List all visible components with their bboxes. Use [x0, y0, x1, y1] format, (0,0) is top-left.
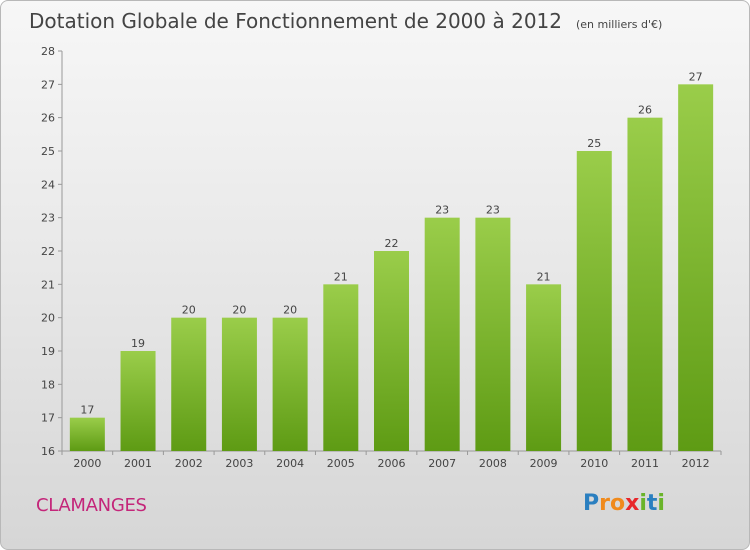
y-tick-label: 16 [41, 445, 55, 458]
bar-value-label: 20 [232, 304, 246, 317]
bar [678, 84, 714, 451]
bar-value-label: 17 [80, 404, 94, 417]
bar [374, 251, 409, 451]
logo-letter: i [639, 491, 647, 516]
bar [323, 284, 359, 451]
y-tick-label: 20 [41, 312, 55, 325]
data-labels: 17 19 20 20 20 21 22 23 23 21 25 26 27 [80, 70, 702, 416]
bar [171, 317, 207, 451]
y-tick-label: 28 [41, 45, 55, 58]
bar-value-label: 22 [385, 237, 399, 250]
bar-value-label: 27 [689, 70, 703, 83]
x-tick-label: 2008 [479, 457, 507, 470]
logo-letter: i [657, 491, 665, 516]
x-tick-label: 2007 [428, 457, 456, 470]
bar-value-label: 21 [334, 270, 348, 283]
bar [272, 317, 308, 451]
bar-value-label: 20 [182, 304, 196, 317]
chart-unit: (en milliers d'€) [576, 18, 663, 31]
axes: 16 17 18 19 20 21 22 23 24 25 26 27 28 2000 2001 2002 20… [41, 45, 722, 470]
x-tick-label: 2004 [276, 457, 304, 470]
x-tick-label: 2009 [530, 457, 558, 470]
y-tick-label: 27 [41, 78, 55, 91]
bar [576, 151, 612, 451]
y-tick-label: 25 [41, 145, 55, 158]
y-tick-label: 18 [41, 378, 55, 391]
bar [424, 217, 460, 451]
logo-letter: r [599, 491, 610, 516]
bar [120, 351, 156, 451]
y-tick-label: 26 [41, 112, 55, 125]
x-tick-label: 2000 [73, 457, 101, 470]
y-tick-label: 23 [41, 212, 55, 225]
bar-value-label: 21 [537, 270, 551, 283]
y-tick-label: 24 [41, 178, 55, 191]
bar [69, 417, 105, 451]
logo-letter: o [609, 491, 626, 516]
commune-name: CLAMANGES [36, 495, 147, 516]
bar-value-label: 26 [638, 104, 652, 117]
bar [526, 284, 562, 451]
bar-value-label: 19 [131, 337, 145, 350]
x-tick-label: 2006 [378, 457, 406, 470]
x-tick-label: 2011 [631, 457, 659, 470]
y-tick-label: 17 [41, 412, 55, 425]
x-tick-label: 2002 [175, 457, 203, 470]
y-tick-label: 19 [41, 345, 55, 358]
logo-letter: t [646, 491, 658, 516]
title-row: Dotation Globale de Fonctionnement de 20… [29, 9, 662, 33]
bar-value-label: 23 [486, 204, 500, 217]
chart-title: Dotation Globale de Fonctionnement de 20… [29, 9, 562, 33]
bars [69, 84, 714, 452]
bar-value-label: 20 [283, 304, 297, 317]
bar-value-label: 23 [435, 204, 449, 217]
proxiti-logo: Proxiti [583, 491, 665, 516]
y-tick-label: 21 [41, 278, 55, 291]
logo-letter: P [583, 491, 600, 516]
y-tick-label: 22 [41, 245, 55, 258]
x-tick-label: 2012 [682, 457, 710, 470]
bar [475, 217, 511, 451]
bar [627, 117, 663, 452]
bar-value-label: 25 [587, 137, 601, 150]
bar [221, 317, 257, 451]
x-tick-label: 2001 [124, 457, 152, 470]
x-tick-label: 2010 [580, 457, 608, 470]
x-tick-label: 2005 [327, 457, 355, 470]
x-tick-label: 2003 [225, 457, 253, 470]
logo-letter: x [625, 491, 640, 516]
